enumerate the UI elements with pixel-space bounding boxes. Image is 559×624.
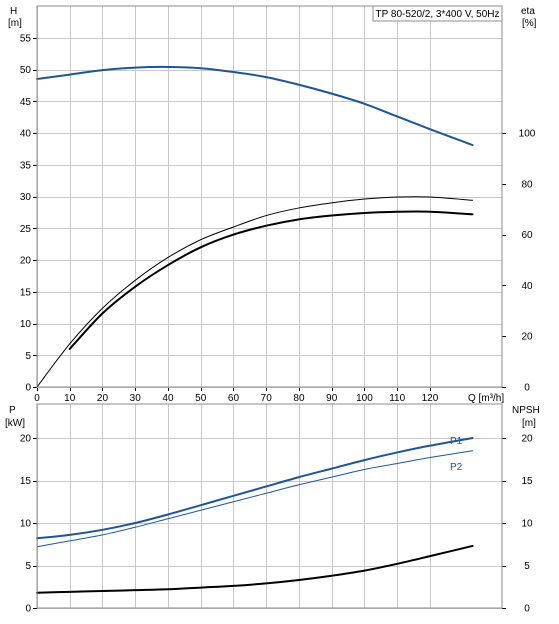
top-chart-frame	[36, 5, 503, 388]
chart-curves	[36, 65, 474, 594]
top-ytick-left-label-35: 35	[20, 160, 32, 171]
top-xtick-label-120: 120	[422, 393, 439, 404]
top-ytick-left-label-0: 0	[25, 383, 31, 394]
bottom-ytick-left-label-20: 20	[20, 434, 32, 445]
top-xtick-label-110: 110	[389, 393, 405, 404]
top-left-axis-unit: [m]	[8, 18, 22, 29]
top-series-0-line	[36, 65, 474, 147]
bottom-ytick-right-label-20: 20	[521, 434, 533, 445]
bottom-ytick-right-label-0: 0	[524, 604, 530, 615]
top-xtick-label-0: 0	[34, 393, 40, 404]
top-ytick-left-label-55: 55	[20, 33, 32, 44]
x-axis-label: Q [m³/h]	[468, 393, 504, 404]
bottom-ytick-left-label-15: 15	[20, 476, 32, 487]
top-xtick-label-30: 30	[130, 393, 142, 404]
top-ytick-left-label-30: 30	[20, 192, 32, 203]
top-ytick-left-label-10: 10	[20, 319, 32, 330]
top-ytick-right-label-20: 20	[521, 332, 533, 343]
top-series-1-line	[36, 196, 474, 388]
top-left-axis-title: H	[10, 6, 17, 17]
top-xtick-label-10: 10	[64, 393, 76, 404]
top-ytick-left-label-15: 15	[20, 287, 32, 298]
top-xtick-label-50: 50	[195, 393, 207, 404]
pump-title: TP 80-520/2, 3*400 V, 50Hz	[376, 9, 500, 20]
top-xtick-label-100: 100	[356, 393, 373, 404]
chart-labels: 0 10 20 30 40 50 60 70 80 90 100 110 120051015202530…	[20, 33, 536, 614]
bottom-left-axis-title: P	[9, 405, 16, 416]
top-ytick-left-label-45: 45	[20, 97, 32, 108]
bottom-ytick-right-label-5: 5	[524, 561, 530, 572]
top-xtick-label-20: 20	[97, 393, 109, 404]
top-ytick-right-label-0: 0	[524, 383, 530, 394]
bottom-left-axis-unit: [kW]	[5, 418, 25, 429]
top-ytick-left-label-25: 25	[20, 224, 32, 235]
bottom-series-2-line	[36, 544, 474, 594]
pump-title-box	[372, 5, 503, 22]
top-ytick-left-label-50: 50	[20, 65, 32, 76]
top-xtick-label-60: 60	[228, 393, 240, 404]
top-right-axis-title: eta	[521, 6, 535, 17]
top-xtick-label-80: 80	[293, 393, 305, 404]
bottom-ytick-left-label-0: 0	[25, 604, 31, 615]
top-ytick-right-label-60: 60	[521, 230, 533, 241]
top-ytick-left-label-5: 5	[25, 351, 31, 362]
series-label-p2: P2	[450, 462, 463, 473]
bottom-right-axis-title: NPSH	[512, 405, 540, 416]
bottom-ytick-left-label-5: 5	[25, 561, 31, 572]
top-ytick-right-label-40: 40	[521, 281, 533, 292]
bottom-right-axis-unit: [m]	[522, 418, 536, 429]
bottom-series-p1-line	[36, 437, 474, 540]
bottom-series-p2-line	[36, 450, 474, 548]
top-chart-grid	[33, 6, 506, 391]
top-series-2-line	[68, 210, 474, 350]
top-ytick-left-label-20: 20	[20, 256, 32, 267]
bottom-chart-frame	[36, 403, 503, 609]
top-ytick-right-label-100: 100	[519, 129, 536, 140]
bottom-chart-grid	[33, 404, 506, 609]
series-label-p1: P1	[450, 436, 463, 447]
bottom-ytick-left-label-10: 10	[20, 519, 32, 530]
bottom-ytick-right-label-10: 10	[521, 519, 533, 530]
top-ytick-left-label-40: 40	[20, 129, 32, 140]
top-xtick-label-40: 40	[162, 393, 174, 404]
bottom-ytick-right-label-15: 15	[521, 476, 533, 487]
top-xtick-label-70: 70	[261, 393, 273, 404]
top-xtick-label-90: 90	[326, 393, 338, 404]
top-right-axis-unit: [%]	[522, 18, 537, 29]
top-ytick-right-label-80: 80	[521, 179, 533, 190]
